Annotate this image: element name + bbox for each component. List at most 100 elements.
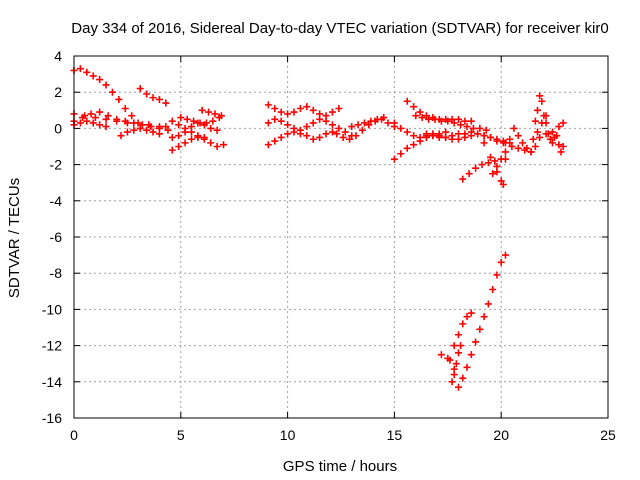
data-point	[303, 123, 311, 131]
series-arc-k	[198, 106, 225, 120]
data-point	[198, 106, 206, 114]
data-point	[448, 132, 456, 140]
data-point	[309, 135, 317, 143]
data-point	[207, 124, 215, 132]
data-point	[348, 123, 356, 131]
series-arc-h	[168, 117, 208, 141]
data-point	[143, 126, 151, 134]
data-point	[264, 141, 272, 149]
data-point	[264, 119, 272, 127]
series-arc-f	[136, 85, 170, 107]
data-point	[416, 108, 424, 116]
data-point	[89, 119, 97, 127]
data-point	[102, 81, 110, 89]
x-tick-label: 15	[387, 427, 403, 443]
data-point	[467, 309, 475, 317]
data-point	[467, 117, 475, 125]
data-point	[454, 331, 462, 339]
data-point	[352, 132, 360, 140]
data-point	[397, 150, 405, 158]
data-point	[316, 133, 324, 141]
data-point	[187, 135, 195, 143]
data-point	[284, 121, 292, 129]
series-arc-p	[348, 114, 388, 131]
data-point	[463, 123, 471, 131]
data-point	[177, 114, 185, 122]
x-tick-label: 20	[493, 427, 509, 443]
data-point	[113, 115, 121, 123]
data-point	[123, 128, 131, 136]
data-point	[478, 161, 486, 169]
data-point	[380, 114, 388, 122]
data-point	[149, 128, 157, 136]
data-point	[102, 123, 110, 131]
data-point	[333, 130, 341, 138]
data-point	[309, 119, 317, 127]
data-point	[277, 117, 285, 125]
data-point	[264, 101, 272, 109]
data-point	[491, 157, 499, 165]
data-point	[162, 123, 170, 131]
data-point	[175, 121, 183, 129]
data-point	[213, 126, 221, 134]
data-point	[489, 170, 497, 178]
x-tick-label: 10	[280, 427, 296, 443]
series-arc-o	[333, 115, 398, 143]
data-point	[328, 128, 336, 136]
data-point	[365, 121, 373, 129]
data-point	[335, 104, 343, 112]
data-point	[553, 132, 561, 140]
series-arc-b	[70, 110, 170, 131]
series-arc-aa	[536, 119, 567, 141]
series-arc-y	[501, 139, 535, 156]
data-point	[531, 143, 539, 150]
data-point	[367, 117, 375, 125]
data-point	[168, 133, 176, 141]
data-point	[168, 146, 176, 154]
data-point	[484, 300, 492, 308]
data-point	[76, 65, 84, 73]
y-tick-label: -16	[42, 410, 62, 426]
data-point	[497, 155, 505, 163]
data-point	[102, 115, 110, 123]
data-point	[542, 130, 550, 138]
data-point	[205, 108, 213, 116]
data-point	[450, 371, 458, 379]
data-point	[521, 146, 529, 154]
data-point	[501, 139, 509, 147]
data-point	[459, 175, 467, 183]
data-point	[108, 88, 116, 96]
data-point	[519, 139, 527, 147]
data-point	[290, 124, 298, 132]
data-point	[555, 123, 563, 131]
y-tick-label: 2	[54, 84, 62, 100]
data-point	[510, 124, 518, 132]
data-point	[412, 112, 420, 120]
data-point	[83, 68, 91, 76]
data-point	[482, 126, 490, 134]
data-point	[284, 110, 292, 118]
data-point	[493, 271, 501, 279]
data-point	[296, 104, 304, 112]
data-point	[422, 130, 430, 138]
data-point	[136, 124, 144, 132]
series-arc-s	[403, 97, 475, 125]
data-point	[277, 133, 285, 141]
data-point	[130, 119, 138, 127]
y-tick-label: -2	[50, 157, 63, 173]
data-point	[469, 124, 477, 132]
data-point	[322, 117, 330, 125]
data-point	[489, 285, 497, 293]
data-point	[457, 342, 465, 350]
data-point	[403, 144, 411, 152]
data-point	[452, 360, 460, 368]
data-point	[534, 106, 542, 114]
data-point	[474, 130, 482, 138]
data-point	[316, 115, 324, 123]
data-point	[211, 110, 219, 118]
data-point	[207, 139, 215, 147]
data-point	[465, 170, 473, 178]
data-point	[341, 128, 349, 136]
data-point	[328, 121, 336, 129]
